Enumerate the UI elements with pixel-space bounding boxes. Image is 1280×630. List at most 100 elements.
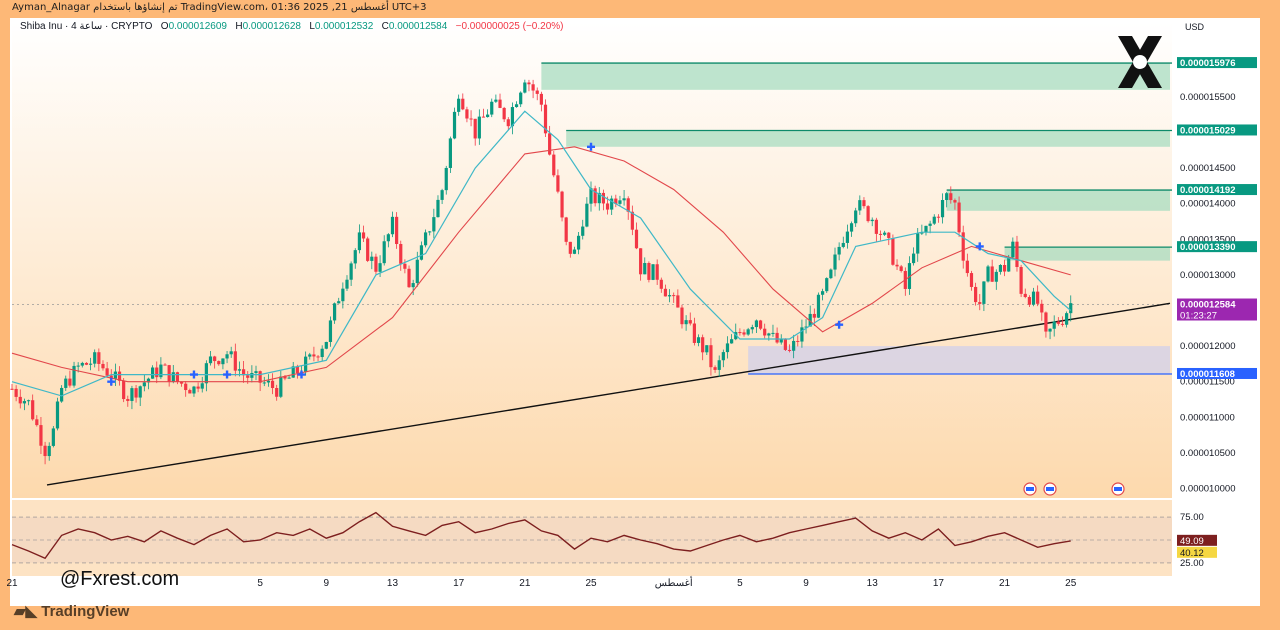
trendline <box>46 302 1171 486</box>
candle-body <box>72 365 76 386</box>
candle-body <box>481 116 486 118</box>
candle-body <box>548 133 552 155</box>
support-zone <box>748 346 1170 374</box>
candle-body <box>275 388 279 397</box>
candle-body <box>1007 257 1011 272</box>
candle-body <box>151 367 155 379</box>
candle-body <box>283 376 287 379</box>
candle-body <box>610 198 614 210</box>
x-logo-icon <box>1118 36 1162 88</box>
resistance-zone <box>541 63 1170 90</box>
candle-body <box>345 279 349 289</box>
candle-body <box>535 90 539 94</box>
candle-body <box>225 354 229 359</box>
candle-body <box>196 386 200 389</box>
candle-body <box>349 263 353 280</box>
candle-body <box>804 326 808 328</box>
candle-body <box>829 269 833 279</box>
candle-body <box>585 203 589 227</box>
candle-body <box>593 188 597 204</box>
candle-body <box>998 265 1003 272</box>
buy-marker <box>297 370 306 379</box>
candle-body <box>163 364 167 366</box>
candle-body <box>543 104 548 134</box>
candle-body <box>14 388 18 397</box>
current-price-label-countdown: 01:23:27 <box>1180 311 1217 322</box>
candle-body <box>457 98 461 112</box>
candle-body <box>680 307 684 325</box>
candle-body <box>792 340 796 351</box>
candle-body <box>101 363 105 369</box>
candle-body <box>18 396 22 404</box>
price-area-background <box>12 22 1172 498</box>
candle-body <box>763 328 767 336</box>
price-axis-tick-label: 0.000011500 <box>1180 377 1235 388</box>
candle-body <box>899 266 903 271</box>
close-label: C <box>381 21 389 32</box>
symbol-info: Shiba Inu · 4 ساعة · CRYPTO O0.000012609… <box>20 21 563 32</box>
candle-body <box>576 235 581 250</box>
rsi-line <box>11 511 1071 560</box>
candle-body <box>262 382 266 384</box>
candle-body <box>940 200 945 218</box>
candle-body <box>709 345 713 368</box>
candle-body <box>171 372 175 382</box>
rsi-band <box>12 517 1172 563</box>
support-level-label: 0.000011608 <box>1180 369 1235 380</box>
candle-body <box>572 249 577 254</box>
resistance-level-label-bg <box>1177 57 1257 69</box>
candle-body <box>448 138 452 168</box>
candle-body <box>1031 291 1036 305</box>
candle-body <box>994 271 998 282</box>
time-axis-tick-label: 13 <box>867 578 879 589</box>
candle-body <box>200 383 204 389</box>
tradingview-logo: ▰◣ TradingView <box>14 602 129 620</box>
candle-body <box>672 295 676 297</box>
candle-body <box>291 366 295 378</box>
candle-body <box>55 401 60 429</box>
current-price-label-bg <box>1177 298 1257 321</box>
candle-body <box>630 211 634 230</box>
candle-body <box>436 199 440 218</box>
candle-body <box>783 338 787 350</box>
candle-body <box>188 390 192 394</box>
candle-body <box>965 260 969 274</box>
event-flag-stripe <box>1114 487 1122 491</box>
candle-body <box>725 343 730 353</box>
candle-body <box>920 232 924 234</box>
rsi-axis-tick-label: 25.00 <box>1180 558 1204 569</box>
candle-body <box>527 82 531 85</box>
candle-body <box>717 360 721 370</box>
candle-body <box>982 281 986 304</box>
candle-body <box>60 387 64 402</box>
time-axis-tick-label: 21 <box>999 578 1011 589</box>
candle-body <box>614 198 618 204</box>
candle-body <box>237 369 242 371</box>
candle-body <box>117 371 122 381</box>
candle-body <box>47 445 51 457</box>
candle-body <box>626 198 630 212</box>
candle-body <box>370 256 374 261</box>
candle-body <box>622 198 626 201</box>
candle-body <box>701 337 705 353</box>
buy-marker <box>107 377 116 386</box>
low-label: L <box>309 21 315 32</box>
candle-body <box>767 333 771 336</box>
candle-body <box>68 378 72 386</box>
resistance-level-label-bg <box>1177 241 1257 253</box>
candle-body <box>800 327 804 342</box>
candle-body <box>134 388 138 398</box>
candle-body <box>390 216 395 235</box>
candle-body <box>279 376 283 397</box>
candle-body <box>568 241 572 254</box>
open-value: 0.000012609 <box>168 21 227 32</box>
candle-body <box>328 320 333 342</box>
candle-body <box>184 383 188 391</box>
candle-body <box>31 400 35 420</box>
candle-body <box>721 352 725 361</box>
time-axis-tick-label: 25 <box>585 578 597 589</box>
candle-body <box>895 264 899 267</box>
candle-body <box>684 320 688 325</box>
candle-body <box>494 99 498 102</box>
